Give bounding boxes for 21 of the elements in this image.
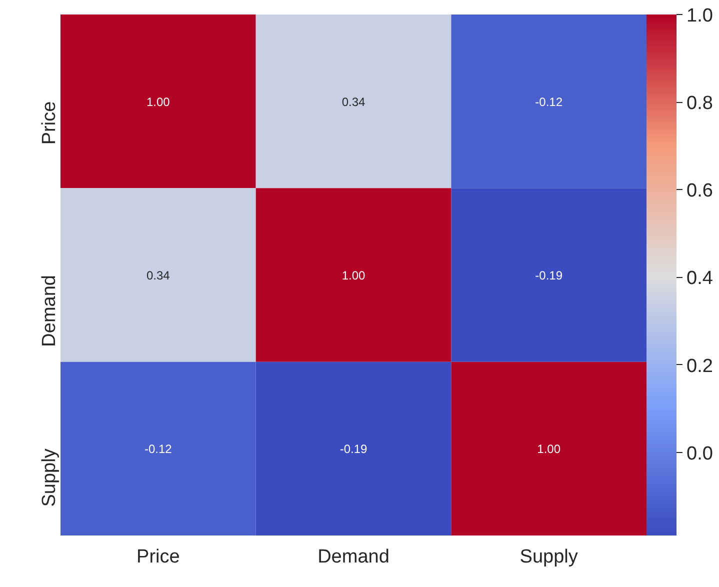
data-label: -0.19 [340,442,368,456]
y-tick-label: Demand [39,274,60,347]
data-label: 1.00 [146,94,170,109]
y-tick-label: Supply [39,448,60,507]
x-tick-label: Demand [318,546,390,568]
data-label: -0.19 [535,268,563,282]
data-label: 1.00 [342,268,366,282]
x-tick-label: Price [136,546,180,568]
data-label: 0.34 [342,94,366,109]
color-bar-label: 0.8 [686,93,713,114]
color-bar-label: 0.4 [686,268,714,290]
y-tick-label: Price [39,101,60,145]
x-tick-label: Supply [520,546,578,568]
color-bar-label: 0.0 [686,443,713,464]
color-bar-label: 1.0 [686,6,713,26]
color-bar-label: 0.6 [686,180,713,202]
data-label: 1.00 [537,442,561,456]
data-label: 0.34 [146,268,170,282]
data-label: -0.12 [144,442,172,456]
data-label: -0.12 [535,94,563,109]
color-bar-label: 0.2 [686,356,713,377]
